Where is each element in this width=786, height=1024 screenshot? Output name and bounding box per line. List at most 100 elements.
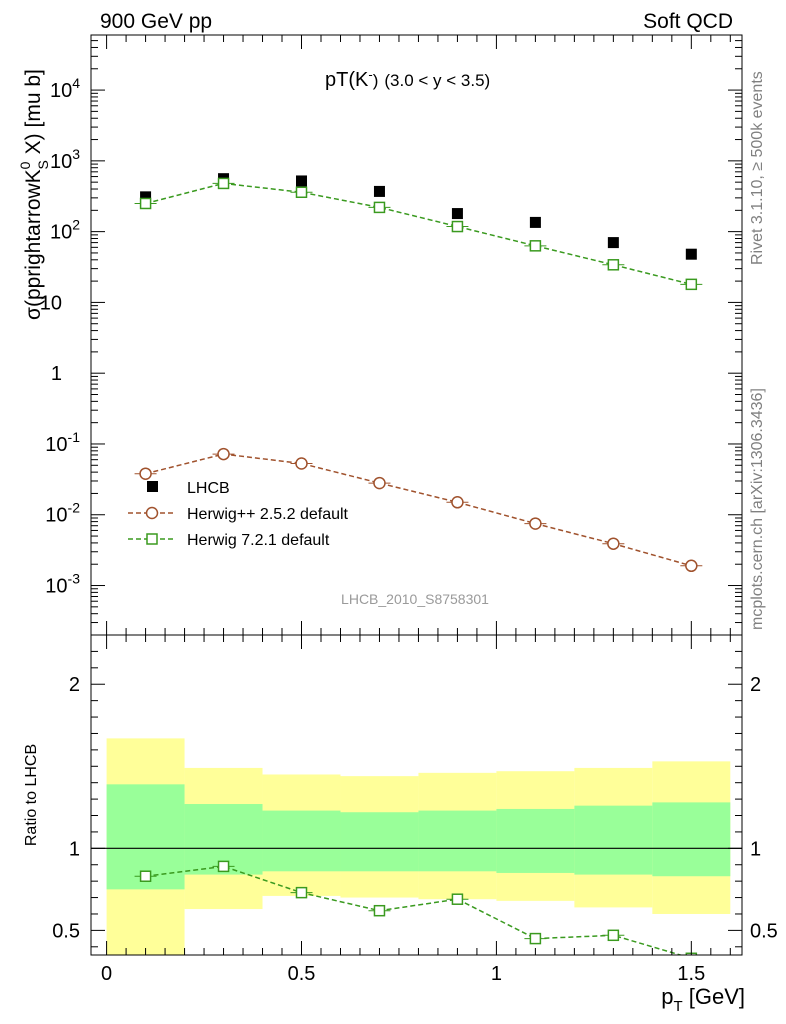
data-point xyxy=(373,185,385,197)
ratio-series-line xyxy=(145,865,683,955)
legend-marker-herwigpp xyxy=(145,506,159,520)
x-axis-label-suffix: [GeV] xyxy=(683,984,745,1009)
uncertainty-band-inner xyxy=(496,808,575,873)
ratio-y-axis-label: Ratio to LHCB xyxy=(23,744,40,846)
ratio-point xyxy=(139,870,152,882)
chart-title: pT(K-) (3.0 < y < 3.5) xyxy=(325,67,490,91)
y-tick-label: 10-3 xyxy=(45,571,80,598)
y-axis-label-sub: S xyxy=(35,160,51,169)
uncertainty-band-inner xyxy=(574,805,653,875)
ratio-point xyxy=(295,886,308,899)
y-tick-label: 104 xyxy=(50,75,80,102)
data-point xyxy=(295,457,308,470)
ratio-point xyxy=(451,893,464,905)
data-point xyxy=(685,559,698,573)
chart-title-main: pT(K xyxy=(325,69,369,91)
ratio-series-herwig7 xyxy=(134,860,698,955)
ratio-y-tick-label-right: 0.5 xyxy=(750,920,778,942)
y-tick-label: 103 xyxy=(50,146,80,173)
y-tick-label-base: 10 xyxy=(45,434,67,456)
series-line xyxy=(145,453,692,567)
ratio-y-tick-label-left: 0.5 xyxy=(52,920,80,942)
data-point xyxy=(451,208,463,220)
side-label-mcplots: mcplots.cern.ch [arXiv:1306.3436] xyxy=(749,388,766,630)
data-point xyxy=(451,496,464,509)
legend-marker-herwig7 xyxy=(146,533,158,545)
y-tick-label-base: 1 xyxy=(51,363,62,385)
y-tick-label-base: 10 xyxy=(50,151,72,173)
data-point xyxy=(217,447,230,461)
chart-title-suffix: ) xyxy=(373,71,379,90)
y-tick-label: 102 xyxy=(50,217,80,244)
legend-item-herwig7: Herwig 7.2.1 default xyxy=(128,532,330,549)
ratio-panel: 0.5 0.5 1 1 2 2 0 0.5 1 1.5 xyxy=(52,634,778,985)
data-point xyxy=(373,476,386,490)
side-label-rivet: Rivet 3.1.10, ≥ 500k events xyxy=(749,71,766,265)
y-tick-label-base: 10 xyxy=(40,292,62,314)
ratio-y-tick-label-right: 1 xyxy=(750,838,761,860)
y-tick-label: 10-1 xyxy=(45,429,80,456)
ratio-point xyxy=(217,860,230,873)
x-tick-label: 1 xyxy=(491,963,502,985)
data-point xyxy=(451,220,464,233)
ratio-y-tick-label-left: 2 xyxy=(69,674,80,696)
y-tick-label-base: 10 xyxy=(50,222,72,244)
y-tick-label-base: 10 xyxy=(45,576,67,598)
legend-label-herwig7: Herwig 7.2.1 default xyxy=(187,532,330,549)
y-tick-label: 10 xyxy=(40,292,62,314)
data-point xyxy=(139,467,152,480)
data-point xyxy=(607,237,619,249)
data-point xyxy=(295,186,308,199)
y-tick-label: 1 xyxy=(51,363,62,385)
data-point xyxy=(529,216,541,228)
legend-label-herwigpp: Herwig++ 2.5.2 default xyxy=(187,506,349,523)
x-axis-label-sub: T xyxy=(673,998,682,1015)
legend: LHCB Herwig++ 2.5.2 default Herwig 7.2.1… xyxy=(128,480,349,549)
data-point xyxy=(685,278,698,291)
y-tick-label-exp: 3 xyxy=(72,146,80,162)
x-axis-label: pT [GeV] xyxy=(661,984,745,1015)
y-axis-label-sup: 0 xyxy=(17,161,33,169)
y-axis-label-suffix: X) [mu b] xyxy=(22,69,45,160)
y-tick-label: 10-2 xyxy=(45,500,80,527)
header-left: 900 GeV pp xyxy=(100,10,212,33)
y-tick-label-exp: -3 xyxy=(68,571,81,587)
series-line xyxy=(145,182,692,286)
x-tick-label: 1.5 xyxy=(677,963,705,985)
data-point xyxy=(373,201,386,214)
ratio-point xyxy=(607,929,620,942)
legend-item-lhcb: LHCB xyxy=(147,480,230,497)
data-point xyxy=(607,537,620,550)
data-point xyxy=(607,259,620,271)
data-point xyxy=(529,517,542,530)
x-axis-label-main: p xyxy=(661,984,673,1009)
ratio-point xyxy=(529,932,542,945)
legend-marker-lhcb xyxy=(147,481,158,492)
y-tick-label-exp: 2 xyxy=(72,217,80,233)
ratio-panel-frame xyxy=(90,634,743,956)
data-point xyxy=(685,248,697,260)
ratio-y-tick-label-right: 2 xyxy=(750,674,761,696)
y-tick-label-exp: -2 xyxy=(68,500,81,516)
data-point xyxy=(139,197,152,210)
y-axis-label-main: σ(pprightarrowK xyxy=(22,169,45,320)
chart-title-sup: - xyxy=(368,67,372,82)
chart-title-range: (3.0 < y < 3.5) xyxy=(384,71,490,90)
y-tick-label-exp: 4 xyxy=(72,75,80,91)
y-tick-label-base: 10 xyxy=(45,505,67,527)
uncertainty-band-inner xyxy=(340,812,419,872)
series-herwig7 xyxy=(134,177,703,291)
uncertainty-band-inner xyxy=(262,810,341,872)
uncertainty-band-inner xyxy=(418,810,497,872)
legend-label-lhcb: LHCB xyxy=(187,480,230,497)
series-herwigpp xyxy=(134,447,703,573)
ratio-point xyxy=(373,904,386,917)
uncertainty-band-inner xyxy=(652,802,731,877)
ratio-y-tick-label-left: 1 xyxy=(69,838,80,860)
header-right: Soft QCD xyxy=(643,10,733,33)
y-axis-label: σ(pprightarrowK0 S X) [mu b] xyxy=(17,69,51,320)
analysis-watermark: LHCB_2010_S8758301 xyxy=(341,591,489,607)
y-tick-label-exp: -1 xyxy=(68,429,81,445)
